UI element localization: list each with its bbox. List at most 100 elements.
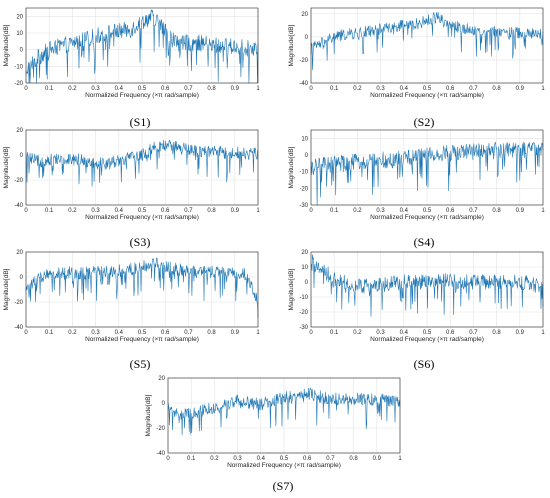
x-tick-label: 0.4: [400, 208, 409, 214]
x-tick-label: 0.1: [45, 208, 54, 214]
x-tick-label: 0.2: [210, 456, 219, 462]
x-tick-label: 0.2: [353, 208, 362, 214]
x-tick-label: 0.8: [207, 86, 216, 92]
y-axis-label: Magnitude[dB]: [3, 24, 10, 66]
x-tick-label: 0.6: [303, 456, 312, 462]
x-tick-label: 0.5: [423, 330, 432, 336]
x-axis-label: Normalized Frequency (×π rad/sample): [85, 92, 199, 99]
y-tick-label: 20: [16, 14, 23, 20]
spectrum-line: [310, 11, 544, 70]
x-tick-label: 0.8: [492, 330, 501, 336]
x-tick-label: 0.4: [400, 330, 409, 336]
x-tick-label: 1: [256, 208, 260, 214]
x-tick-label: 0.3: [91, 86, 100, 92]
x-tick-label: 0.2: [353, 330, 362, 336]
y-tick-label: 10: [301, 136, 308, 142]
axes-frame: [310, 129, 544, 206]
caption-s4: (S4): [414, 235, 435, 249]
x-axis-label: Normalized Frequency (×π rad/sample): [370, 92, 484, 99]
x-tick-label: 0: [309, 86, 313, 92]
x-tick-label: 0.8: [207, 208, 216, 214]
x-tick-label: 0.9: [516, 208, 525, 214]
y-axis-label: Magnitude[dB]: [3, 268, 10, 310]
x-tick-label: 0.5: [138, 208, 147, 214]
axes-frame: [25, 251, 259, 328]
y-tick-label: 0: [20, 48, 24, 54]
y-tick-label: 20: [158, 376, 165, 382]
y-tick-label: 10: [16, 31, 23, 37]
axes-frame: [310, 7, 544, 84]
y-tick-label: -10: [299, 170, 308, 176]
x-tick-label: 0.5: [138, 330, 147, 336]
spectrum-line: [167, 387, 401, 436]
x-tick-label: 0.1: [187, 456, 196, 462]
x-axis-label: Normalized Frequency (×π rad/sample): [370, 214, 484, 221]
x-tick-label: 0.6: [446, 86, 455, 92]
y-tick-label: -20: [14, 178, 23, 184]
spectrum-line: [310, 254, 544, 317]
x-tick-label: 0: [24, 330, 28, 336]
x-tick-label: 0.9: [516, 330, 525, 336]
x-tick-label: 0.9: [231, 330, 240, 336]
axes-frame: [25, 129, 259, 206]
y-tick-label: 20: [301, 12, 308, 18]
y-axis-label: Magnitude[dB]: [288, 146, 295, 188]
caption-s7: (S7): [273, 479, 294, 493]
x-tick-label: 1: [541, 330, 545, 336]
x-tick-label: 0.9: [231, 208, 240, 214]
x-tick-label: 0.3: [91, 208, 100, 214]
x-tick-label: 1: [256, 330, 260, 336]
y-axis-label: Magnitude[dB]: [3, 146, 10, 188]
caption-s6: (S6): [414, 357, 435, 371]
x-tick-label: 0.9: [516, 86, 525, 92]
x-tick-label: 0.6: [446, 208, 455, 214]
caption-s5: (S5): [130, 357, 151, 371]
x-tick-label: 0: [24, 86, 28, 92]
x-tick-label: 0.3: [376, 330, 385, 336]
y-axis-label: Magnitude[dB]: [145, 394, 152, 436]
x-tick-label: 0.4: [115, 208, 124, 214]
caption-s2: (S2): [414, 115, 435, 129]
spectrum-line: [25, 139, 259, 187]
x-tick-label: 0.1: [330, 330, 339, 336]
x-tick-label: 0.8: [207, 330, 216, 336]
x-tick-label: 0.6: [161, 86, 170, 92]
y-tick-label: -20: [299, 310, 308, 316]
x-tick-label: 0.6: [161, 208, 170, 214]
x-tick-label: 0.5: [280, 456, 289, 462]
x-tick-label: 1: [541, 86, 545, 92]
y-tick-label: -30: [299, 325, 308, 331]
y-tick-label: -40: [14, 203, 23, 209]
x-axis-label: Normalized Frequency (×π rad/sample): [85, 214, 199, 221]
y-tick-label: -20: [299, 186, 308, 192]
x-tick-label: 1: [541, 208, 545, 214]
x-axis-label: Normalized Frequency (×π rad/sample): [370, 336, 484, 343]
y-tick-label: -30: [299, 203, 308, 209]
y-tick-label: 0: [20, 275, 24, 281]
axes-frame: [25, 7, 259, 84]
panel-s3: 0 0.1 0.2 0.3 0.4 0.5 0.6 0.7 0.8 0.9 1 -40 -20 0 20 No…: [3, 128, 260, 221]
y-tick-label: -20: [299, 58, 308, 64]
y-tick-label: 0: [305, 35, 309, 41]
y-tick-label: 20: [301, 250, 308, 256]
y-tick-label: -20: [14, 81, 23, 87]
y-tick-label: -40: [299, 81, 308, 87]
x-tick-label: 0: [166, 456, 170, 462]
y-tick-label: -40: [156, 451, 165, 457]
panel-s1: 0 0.1 0.2 0.3 0.4 0.5 0.6 0.7 0.8 0.9 1 -20 -10 0 10 20…: [3, 7, 260, 99]
y-tick-label: 20: [16, 128, 23, 134]
x-tick-label: 0.4: [115, 86, 124, 92]
x-tick-label: 0.7: [469, 208, 478, 214]
panel-s4: 0 0.1 0.2 0.3 0.4 0.5 0.6 0.7 0.8 0.9 1 -30 -20 -10 0 1…: [288, 129, 545, 221]
x-tick-label: 0.8: [349, 456, 358, 462]
x-tick-label: 0.2: [68, 86, 77, 92]
x-tick-label: 0.3: [376, 208, 385, 214]
x-tick-label: 0.3: [233, 456, 242, 462]
x-axis-label: Normalized Frequency (×π rad/sample): [85, 336, 199, 343]
y-tick-label: 0: [20, 153, 24, 159]
x-tick-label: 0.5: [423, 86, 432, 92]
y-tick-label: 0: [305, 280, 309, 286]
x-tick-label: 1: [256, 86, 260, 92]
x-tick-label: 0.7: [469, 330, 478, 336]
x-axis-label: Normalized Frequency (×π rad/sample): [227, 462, 341, 469]
